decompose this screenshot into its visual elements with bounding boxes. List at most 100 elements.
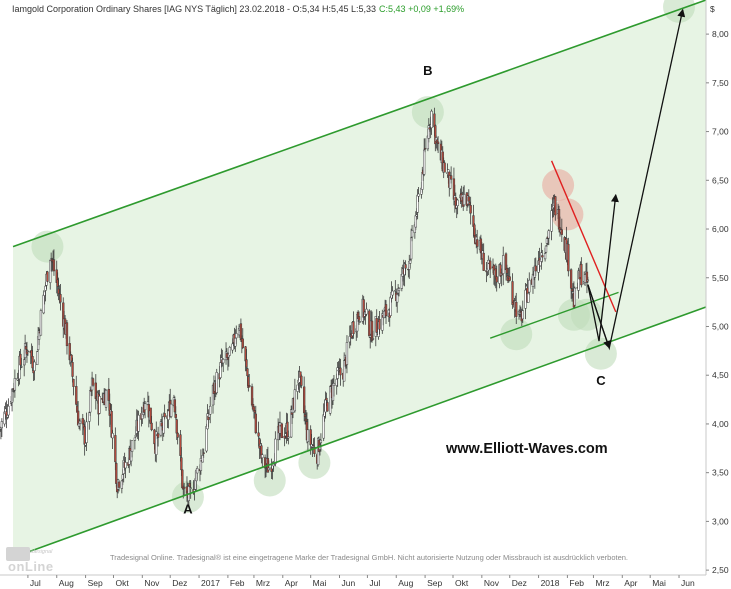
candle-body [573, 287, 576, 306]
candle-body [456, 199, 459, 207]
candle [303, 376, 306, 422]
candle [586, 276, 590, 284]
candle-body [300, 375, 303, 386]
candle [313, 437, 316, 457]
candle [88, 411, 91, 430]
candle-body [46, 271, 49, 282]
candle-body [409, 259, 412, 264]
candle-body [88, 412, 91, 422]
candle-body [567, 243, 570, 272]
x-tick-label: Mai [313, 578, 327, 588]
candle-body [13, 378, 17, 391]
x-tick-label: Dez [172, 578, 187, 588]
candle-body [201, 455, 204, 463]
candle [476, 229, 479, 254]
candle [26, 350, 30, 356]
candle-body [580, 263, 583, 286]
candle [59, 283, 62, 311]
candle-body [235, 333, 238, 339]
candle [245, 348, 248, 372]
candle-body [410, 230, 414, 238]
tradesignal-logo: Tradesignal onLine [6, 547, 53, 574]
candle-body [469, 205, 472, 214]
candle-body [246, 368, 249, 377]
x-tick-label: Aug [59, 578, 74, 588]
candle [261, 453, 264, 467]
candle [550, 203, 553, 241]
x-tick-label: 2017 [201, 578, 220, 588]
watermark-url: www.Elliott-Waves.com [445, 441, 608, 457]
x-tick-label: Jul [30, 578, 41, 588]
candle-body [541, 255, 544, 258]
candle-body [345, 342, 349, 365]
candle-body [143, 403, 147, 411]
candle-body [111, 433, 114, 439]
candle [75, 375, 78, 406]
highlight-green-0 [31, 230, 64, 263]
candle [573, 286, 576, 308]
candle-body [150, 422, 153, 431]
price-axis-ticks: 2,50 3,00 3,50 4,00 4,50 5,00 5,50 6,00 6,50 7,00… [706, 29, 729, 575]
candle [371, 330, 375, 341]
candle-body [365, 308, 368, 315]
candle [260, 443, 263, 464]
plot-area: A B C [0, 0, 707, 559]
y-tick-label: 8,00 [712, 29, 729, 39]
candle [515, 292, 518, 324]
candle [531, 267, 535, 294]
highlight-green-2 [253, 464, 286, 497]
candle [241, 328, 244, 350]
x-tick-label: Sep [427, 578, 442, 588]
x-tick-label: Jul [369, 578, 380, 588]
candle [163, 404, 166, 420]
candle-body [215, 372, 218, 394]
x-tick-label: Feb [569, 578, 584, 588]
candle-body [430, 110, 433, 129]
candle [71, 357, 74, 383]
candle-body [199, 458, 203, 471]
candle [357, 311, 361, 325]
candle [508, 266, 511, 282]
x-tick-label: Mai [652, 578, 666, 588]
candle-body [423, 148, 427, 150]
candle [39, 308, 43, 336]
candle [215, 368, 218, 395]
x-tick-label: 2018 [541, 578, 560, 588]
candle [65, 319, 69, 355]
y-tick-label: 4,50 [712, 370, 729, 380]
x-tick-label: Jun [681, 578, 695, 588]
highlight-green-3 [298, 446, 331, 479]
candle-body [449, 175, 453, 180]
candle-body [155, 431, 158, 455]
candle [36, 350, 39, 365]
channel-upper-line [12, 0, 707, 248]
candle [91, 377, 95, 388]
candle-body [174, 414, 177, 418]
candle-body [543, 253, 547, 260]
candle [222, 358, 225, 373]
projection-arrows [587, 8, 686, 351]
x-tick-label: Nov [484, 578, 500, 588]
candle-body [104, 389, 108, 408]
candle-body [222, 359, 225, 364]
candle-body [482, 252, 485, 271]
candle [534, 257, 537, 276]
x-tick-label: Nov [144, 578, 160, 588]
x-tick-label: Mrz [595, 578, 609, 588]
candle [560, 218, 563, 242]
candle [117, 480, 121, 492]
candle-body [260, 445, 263, 459]
candle [300, 374, 303, 389]
header-change: C:5,43 +0,09 +1,69% [379, 4, 464, 14]
candle [541, 249, 544, 263]
disclaimer-text: Tradesignal Online. Tradesignal® ist ein… [110, 553, 628, 562]
candle-body [173, 399, 177, 413]
candle [527, 291, 530, 303]
x-tick-label: Sep [88, 578, 103, 588]
wave-label-c: C [596, 373, 606, 388]
candle [78, 418, 82, 431]
candle [417, 186, 420, 203]
candle [384, 300, 388, 324]
candle [133, 437, 137, 450]
candle-body [59, 294, 62, 303]
